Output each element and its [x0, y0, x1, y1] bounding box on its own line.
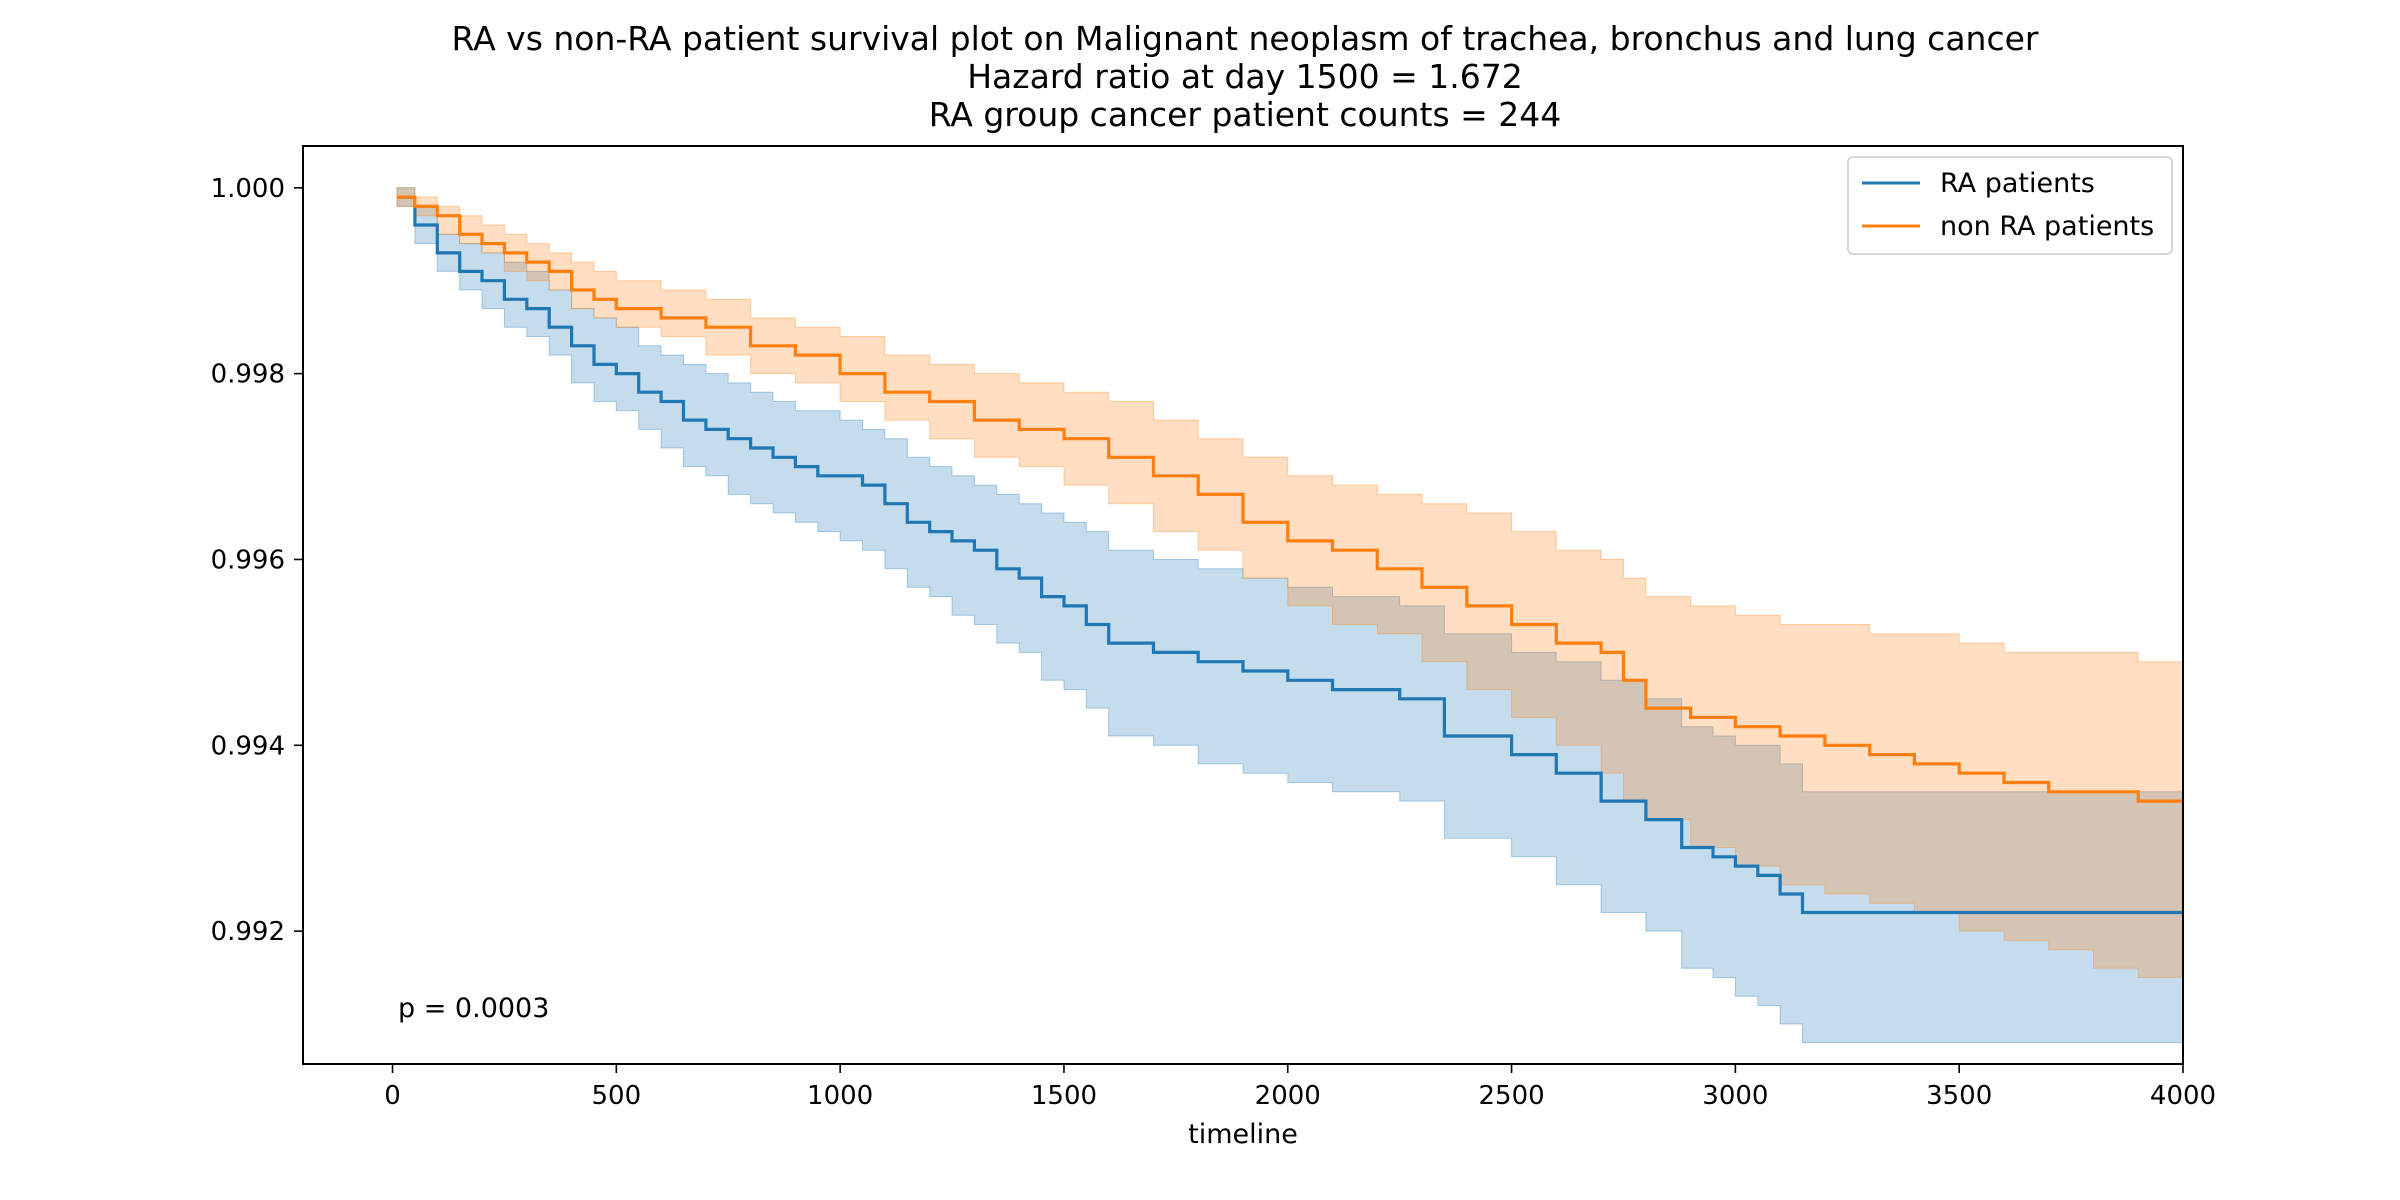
x-axis-label: timeline [1188, 1119, 1298, 1150]
x-tick-label: 0 [384, 1081, 401, 1111]
p-value-annotation: p = 0.0003 [398, 993, 549, 1024]
plot-frame [302, 145, 2184, 1065]
y-tick-label: 1.000 [211, 174, 285, 204]
y-tick-label: 0.994 [211, 731, 285, 761]
y-tick-label: 0.998 [211, 360, 285, 390]
x-tick-label: 500 [592, 1081, 642, 1111]
chart-title-line-3: RA group cancer patient counts = 244 [929, 95, 1562, 134]
x-tick-label: 2500 [1478, 1081, 1544, 1111]
non-ra-confidence-band [396, 187, 2184, 979]
x-tick-label: 1000 [807, 1081, 873, 1111]
x-tick-label: 4000 [2150, 1081, 2216, 1111]
ra-survival-line [397, 195, 2183, 915]
y-axis: 0.992 0.994 0.996 0.998 1.000 [211, 174, 303, 947]
ra-confidence-band [396, 187, 2184, 1044]
legend-label-ra: RA patients [1940, 168, 2095, 199]
x-tick-label: 2000 [1255, 1081, 1321, 1111]
y-tick-label: 0.992 [211, 917, 285, 947]
chart-title-line-1: RA vs non-RA patient survival plot on Ma… [452, 19, 2039, 58]
non-ra-survival-line [397, 195, 2183, 803]
x-tick-label: 1500 [1031, 1081, 1097, 1111]
legend-box [1847, 156, 2173, 255]
chart-title-line-2: Hazard ratio at day 1500 = 1.672 [967, 57, 1523, 96]
legend-label-non-ra: non RA patients [1940, 211, 2154, 242]
x-tick-label: 3000 [1702, 1081, 1768, 1111]
y-tick-label: 0.996 [211, 545, 285, 575]
x-tick-label: 3500 [1926, 1081, 1992, 1111]
legend: RA patients non RA patients [1847, 156, 2173, 255]
plot-area [396, 187, 2184, 1044]
x-axis: 0 500 1000 1500 2000 2500 3000 3500 4000 [384, 1064, 2216, 1111]
